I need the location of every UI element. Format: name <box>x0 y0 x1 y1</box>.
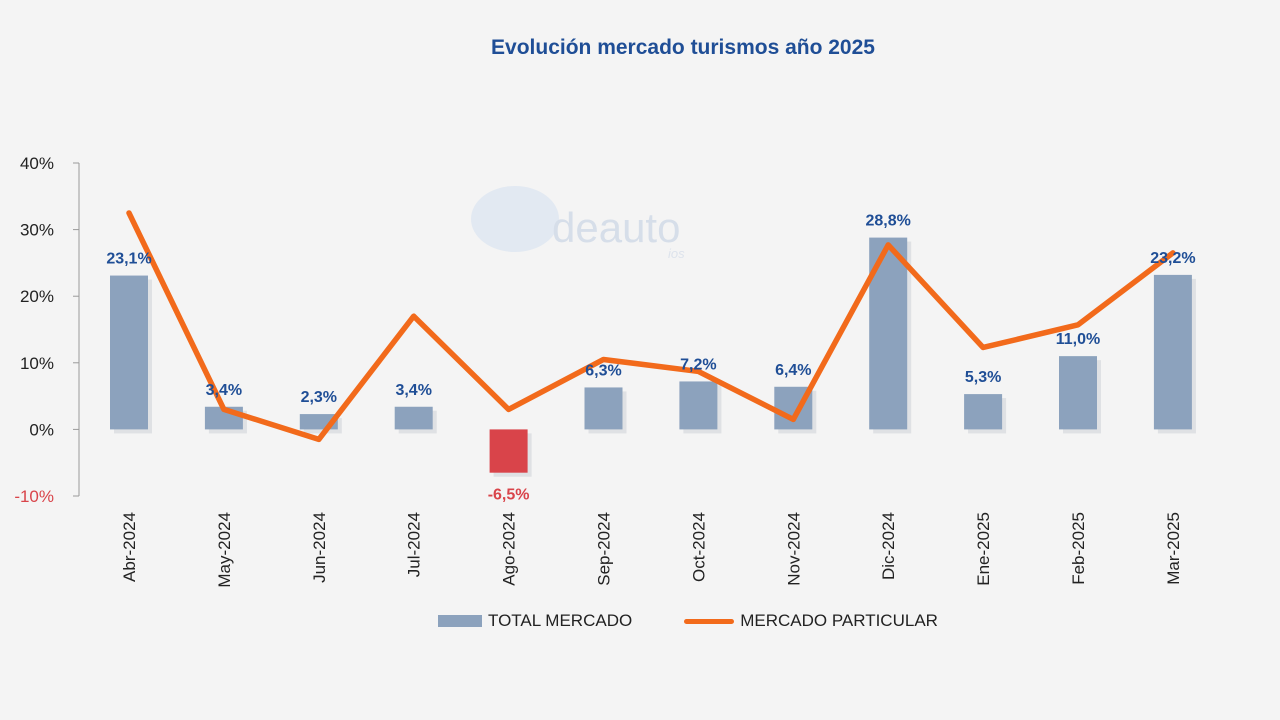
y-tick-label: 30% <box>20 221 54 240</box>
bar-data-label: 23,1% <box>106 251 151 268</box>
legend-label-mercado-particular: MERCADO PARTICULAR <box>740 611 938 630</box>
bar-data-label: 6,4% <box>775 362 811 379</box>
bar <box>964 394 1003 430</box>
y-tick-label: -10% <box>14 487 54 506</box>
x-tick-label: Jul-2024 <box>405 512 424 577</box>
bar-data-label: 3,4% <box>395 382 431 399</box>
watermark-text: deauto <box>552 204 680 251</box>
chart-legend: TOTAL MERCADO MERCADO PARTICULAR <box>438 611 938 631</box>
x-tick-label: Ago-2024 <box>500 512 519 586</box>
y-tick-label: 0% <box>29 420 54 439</box>
bar <box>1153 274 1192 430</box>
y-tick-label: 20% <box>20 287 54 306</box>
legend-label-total-mercado: TOTAL MERCADO <box>488 611 633 630</box>
x-tick-label: Oct-2024 <box>689 512 708 582</box>
bar-data-label: -6,5% <box>488 487 530 504</box>
bar-data-label: 2,3% <box>301 389 337 406</box>
watermark-subtext: ios <box>668 246 685 261</box>
bar <box>679 381 718 430</box>
y-tick-label: 40% <box>20 154 54 173</box>
x-tick-label: Abr-2024 <box>120 512 139 582</box>
bar <box>1059 356 1097 430</box>
bar <box>394 406 433 430</box>
bar-data-label: 23,2% <box>1150 250 1195 267</box>
chart-title: Evolución mercado turismos año 2025 <box>491 36 875 59</box>
bar-data-label: 5,3% <box>965 369 1001 386</box>
watermark-logo <box>471 186 559 252</box>
x-tick-label: Sep-2024 <box>595 512 614 586</box>
x-tick-label: Jun-2024 <box>310 512 329 583</box>
bar-data-label: 28,8% <box>866 213 911 230</box>
legend-swatch-mercado-particular <box>684 618 735 624</box>
x-tick-label: Dic-2024 <box>879 512 898 580</box>
bar-data-label: 7,2% <box>680 356 716 373</box>
x-tick-label: Ene-2025 <box>974 512 993 586</box>
bar-data-label: 3,4% <box>206 382 242 399</box>
y-tick-label: 10% <box>20 354 54 373</box>
bar <box>489 429 528 473</box>
x-tick-label: May-2024 <box>215 512 234 588</box>
x-tick-label: Nov-2024 <box>784 512 803 586</box>
x-tick-label: Feb-2025 <box>1069 512 1088 585</box>
line-series-mercado-particular <box>126 210 1176 443</box>
bar-data-label: 6,3% <box>585 362 621 379</box>
bar-data-label: 11,0% <box>1056 331 1100 348</box>
legend-swatch-total-mercado <box>438 615 482 627</box>
bar <box>110 275 148 430</box>
bar <box>584 387 623 430</box>
x-tick-label: Mar-2025 <box>1164 512 1183 585</box>
